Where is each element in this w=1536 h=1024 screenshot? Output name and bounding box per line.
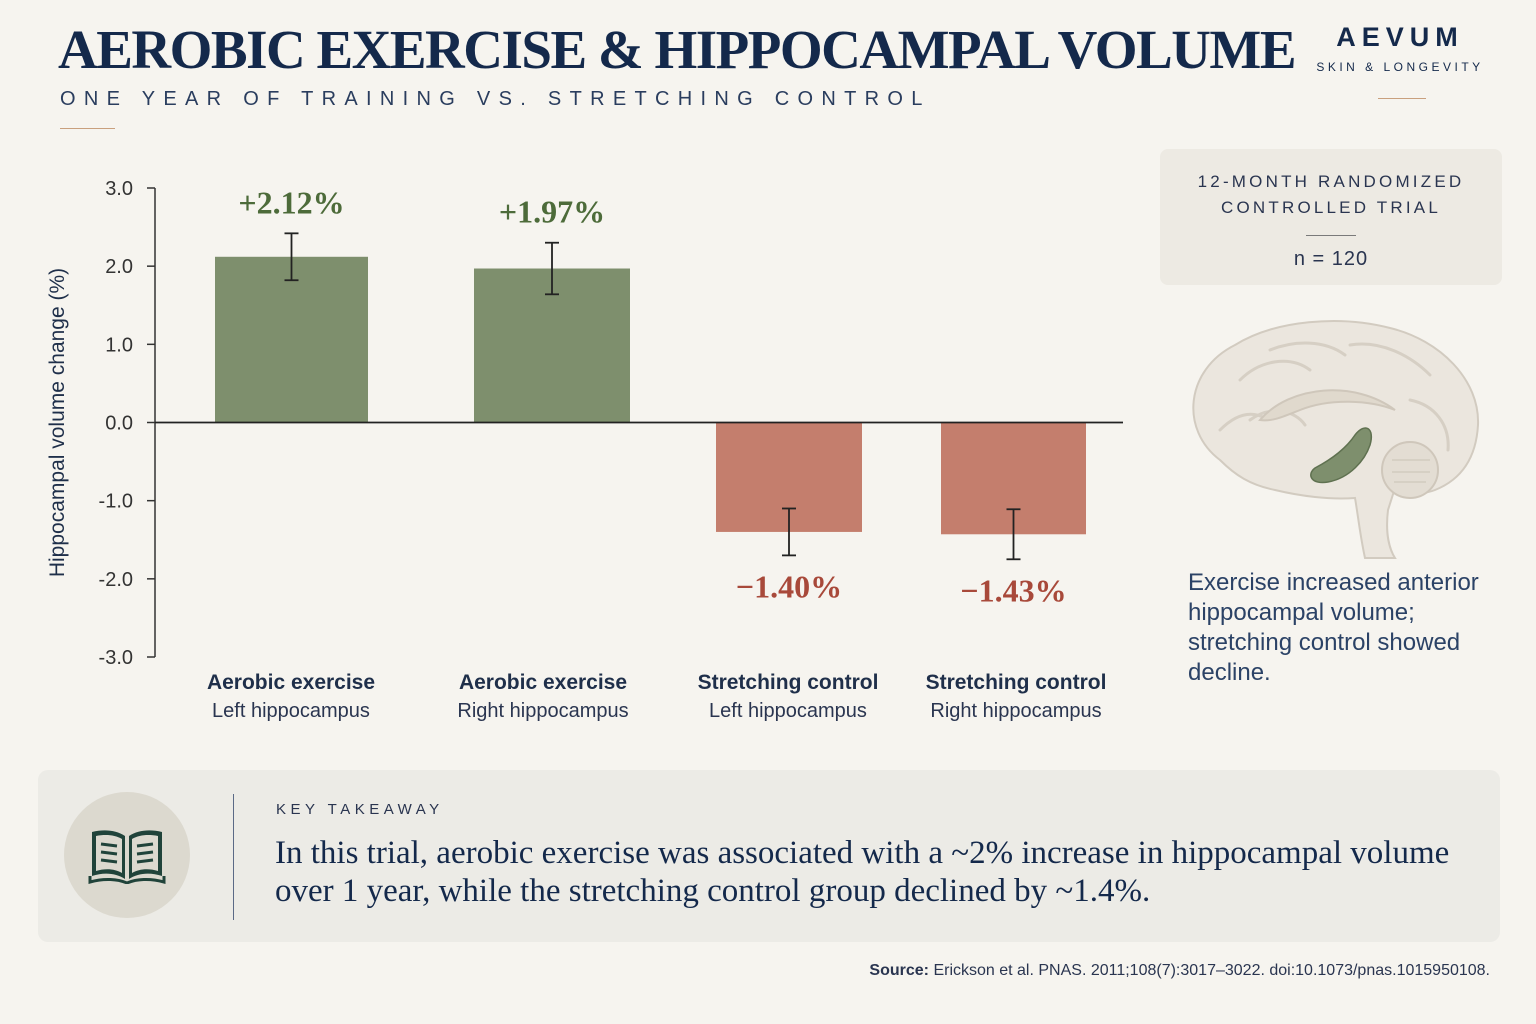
takeaway-text: In this trial, aerobic exercise was asso…: [275, 835, 1450, 909]
takeaway-divider: [233, 794, 234, 920]
trial-info-card: 12-MONTH RANDOMIZED CONTROLLED TRIAL n =…: [1160, 149, 1502, 285]
y-tick-label: 2.0: [105, 256, 133, 278]
brand-tagline: SKIN & LONGEVITY: [1316, 60, 1484, 74]
bar-chart: 3.0 2.0 1.0 0.0 -1.0 -2.0 -3.0 Hippocampal volu…: [46, 178, 1123, 722]
brain-illustration: [1192, 320, 1480, 559]
y-tick-label: -1.0: [99, 491, 133, 513]
trial-sample-size: n = 120: [1293, 248, 1369, 270]
category-group-label: Aerobic exercise: [207, 671, 375, 694]
category-group-label: Aerobic exercise: [459, 671, 627, 694]
data-label: +1.97%: [499, 194, 605, 230]
brand-accent-rule: [1378, 98, 1426, 99]
brand-name: AEVUM: [1336, 22, 1464, 52]
y-tick-label: -2.0: [99, 569, 133, 591]
page-title: AEROBIC EXERCISE & HIPPOCAMPAL VOLUME: [58, 19, 1297, 80]
data-label: −1.40%: [736, 568, 842, 604]
side-note: Exercise increased anterior hippocampal …: [1188, 569, 1479, 686]
category-region-label: Left hippocampus: [709, 700, 867, 722]
y-axis-label: Hippocampal volume change (%): [46, 268, 69, 577]
y-tick-label: 3.0: [105, 178, 133, 200]
category-group-label: Stretching control: [926, 671, 1107, 694]
open-book-icon: [88, 830, 166, 884]
data-label: +2.12%: [238, 184, 344, 220]
source-text: Erickson et al. PNAS. 2011;108(7):3017–3…: [933, 962, 1490, 979]
source-citation: Source: Erickson et al. PNAS. 2011;108(7…: [869, 962, 1490, 980]
category-region-label: Right hippocampus: [457, 700, 628, 722]
takeaway-label: KEY TAKEAWAY: [276, 801, 444, 818]
bar: [215, 256, 368, 423]
y-tick-label: 0.0: [105, 413, 133, 435]
page-subtitle: ONE YEAR OF TRAINING VS. STRETCHING CONT…: [60, 88, 931, 110]
title-accent-rule: [60, 128, 115, 129]
key-takeaway-panel: KEY TAKEAWAY In this trial, aerobic exer…: [38, 770, 1500, 942]
category-region-label: Left hippocampus: [212, 700, 370, 722]
y-tick-label: 1.0: [105, 334, 133, 356]
y-tick-label: -3.0: [99, 647, 133, 669]
category-group-label: Stretching control: [698, 671, 879, 694]
trial-design: 12-MONTH RANDOMIZED CONTROLLED TRIAL: [1197, 172, 1465, 217]
source-label: Source:: [869, 962, 929, 979]
category-region-label: Right hippocampus: [930, 700, 1101, 722]
trial-divider: [1306, 235, 1356, 236]
book-icon-badge: [64, 792, 190, 918]
data-label: −1.43%: [960, 572, 1066, 608]
